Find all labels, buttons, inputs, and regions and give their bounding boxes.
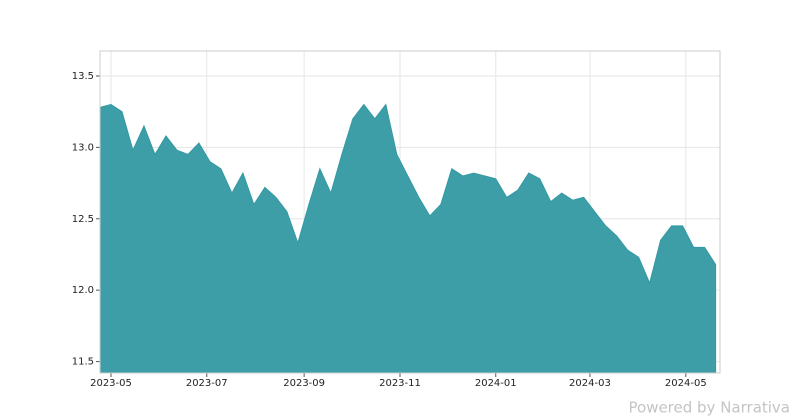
y-tick-label: 12.5 xyxy=(72,214,94,225)
credit: Powered by Narrativa xyxy=(629,399,791,417)
area xyxy=(99,103,717,374)
x-tick-label: 2024-03 xyxy=(569,378,611,389)
x-tick-label: 2023-05 xyxy=(90,378,132,389)
plot-frame xyxy=(99,50,721,374)
y-tick-label: 13.0 xyxy=(72,142,94,153)
y-tick-label: 11.5 xyxy=(72,357,94,368)
x-tick-label: 2024-05 xyxy=(665,378,707,389)
y-tick-label: 13.5 xyxy=(72,71,94,82)
x-tick-label: 2024-01 xyxy=(475,378,517,389)
x-tick-label: 2023-09 xyxy=(283,378,325,389)
x-tick-label: 2023-07 xyxy=(186,378,228,389)
y-tick-label: 12.0 xyxy=(72,285,94,296)
x-tick-label: 2023-11 xyxy=(379,378,421,389)
